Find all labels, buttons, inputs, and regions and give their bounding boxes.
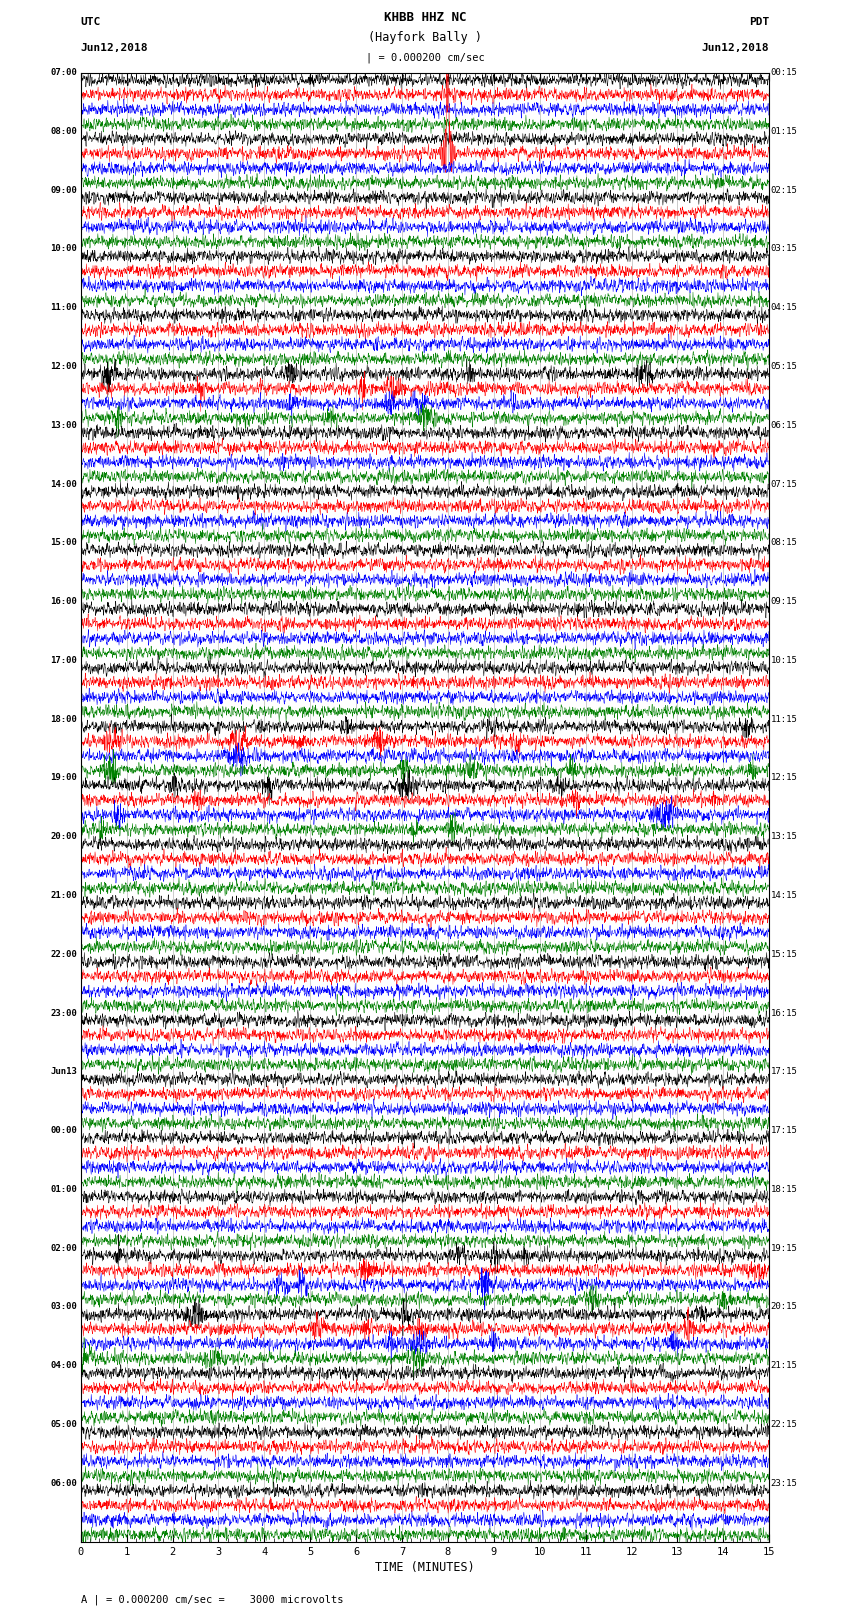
Text: (Hayfork Bally ): (Hayfork Bally ) [368, 31, 482, 44]
Text: 02:00: 02:00 [50, 1244, 77, 1253]
Text: 03:00: 03:00 [50, 1302, 77, 1311]
Text: 23:15: 23:15 [771, 1479, 797, 1487]
Text: A | = 0.000200 cm/sec =    3000 microvolts: A | = 0.000200 cm/sec = 3000 microvolts [81, 1594, 343, 1605]
Text: 16:00: 16:00 [50, 597, 77, 606]
Text: 00:15: 00:15 [771, 68, 797, 77]
Text: 06:15: 06:15 [771, 421, 797, 429]
Text: UTC: UTC [81, 18, 101, 27]
Text: 21:15: 21:15 [771, 1361, 797, 1369]
Text: 17:15: 17:15 [771, 1068, 797, 1076]
Text: 01:00: 01:00 [50, 1186, 77, 1194]
Text: 01:15: 01:15 [771, 127, 797, 135]
Text: 06:00: 06:00 [50, 1479, 77, 1487]
Text: 02:15: 02:15 [771, 185, 797, 195]
Text: 20:00: 20:00 [50, 832, 77, 842]
Text: 13:15: 13:15 [771, 832, 797, 842]
Text: Jun12,2018: Jun12,2018 [702, 44, 769, 53]
Text: Jun12,2018: Jun12,2018 [81, 44, 148, 53]
Text: 10:15: 10:15 [771, 656, 797, 665]
Text: 19:15: 19:15 [771, 1244, 797, 1253]
Text: 19:00: 19:00 [50, 773, 77, 782]
Text: 14:00: 14:00 [50, 479, 77, 489]
Text: 09:00: 09:00 [50, 185, 77, 195]
Text: 15:15: 15:15 [771, 950, 797, 958]
Text: Jun13: Jun13 [50, 1068, 77, 1076]
Text: 07:15: 07:15 [771, 479, 797, 489]
Text: 04:15: 04:15 [771, 303, 797, 313]
Text: 17:15: 17:15 [771, 1126, 797, 1136]
Text: 15:00: 15:00 [50, 539, 77, 547]
Text: 05:00: 05:00 [50, 1419, 77, 1429]
Text: 22:15: 22:15 [771, 1419, 797, 1429]
Text: 08:00: 08:00 [50, 127, 77, 135]
Text: | = 0.000200 cm/sec: | = 0.000200 cm/sec [366, 52, 484, 63]
Text: 00:00: 00:00 [50, 1126, 77, 1136]
Text: 18:15: 18:15 [771, 1186, 797, 1194]
Text: 05:15: 05:15 [771, 361, 797, 371]
Text: 11:00: 11:00 [50, 303, 77, 313]
Text: 21:00: 21:00 [50, 890, 77, 900]
Text: 04:00: 04:00 [50, 1361, 77, 1369]
Text: 20:15: 20:15 [771, 1302, 797, 1311]
Text: 17:00: 17:00 [50, 656, 77, 665]
Text: KHBB HHZ NC: KHBB HHZ NC [383, 11, 467, 24]
Text: 08:15: 08:15 [771, 539, 797, 547]
Text: 22:00: 22:00 [50, 950, 77, 958]
Text: 03:15: 03:15 [771, 245, 797, 253]
Text: 14:15: 14:15 [771, 890, 797, 900]
Text: 10:00: 10:00 [50, 245, 77, 253]
Text: 11:15: 11:15 [771, 715, 797, 724]
Text: 16:15: 16:15 [771, 1008, 797, 1018]
Text: 12:15: 12:15 [771, 773, 797, 782]
Text: 09:15: 09:15 [771, 597, 797, 606]
Text: 13:00: 13:00 [50, 421, 77, 429]
Text: PDT: PDT [749, 18, 769, 27]
Text: 12:00: 12:00 [50, 361, 77, 371]
Text: 07:00: 07:00 [50, 68, 77, 77]
Text: 23:00: 23:00 [50, 1008, 77, 1018]
Text: 18:00: 18:00 [50, 715, 77, 724]
X-axis label: TIME (MINUTES): TIME (MINUTES) [375, 1561, 475, 1574]
